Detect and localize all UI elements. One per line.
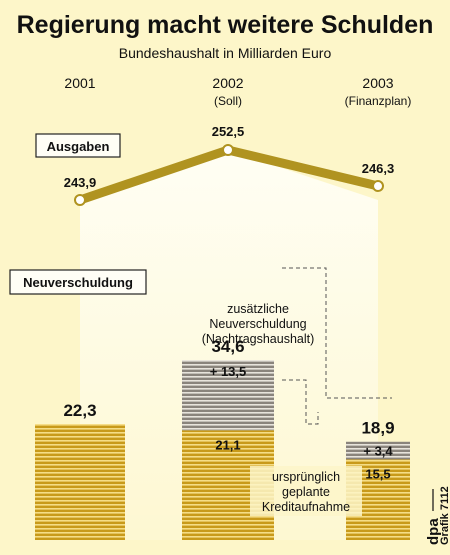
dpa-credit: dpa: [425, 489, 442, 545]
chart-title: Regierung macht weitere Schulden: [17, 11, 434, 39]
year-label-2001: 2001: [64, 75, 95, 91]
ausgaben-value-2003: 246,3: [362, 161, 395, 176]
bar-extra-2002: [182, 360, 274, 431]
ausgaben-label: Ausgaben: [47, 139, 110, 154]
dpa-logo-text: dpa: [425, 518, 442, 545]
year-label-2002: 2002: [212, 75, 243, 91]
ausgaben-point-2003: [372, 180, 384, 193]
annotation-geplant-line2: geplante: [282, 485, 330, 499]
bar-planned-label-2002: 21,1: [215, 437, 240, 452]
year-note-2003: (Finanzplan): [345, 94, 412, 108]
ausgaben-line-chart: 243,9 252,5 246,3: [64, 124, 395, 206]
annotation-geplant-line3: Kreditaufnahme: [262, 500, 350, 514]
ausgaben-point-2001: [74, 194, 86, 206]
bar-total-2002: 34,6: [211, 337, 244, 356]
annotation-zusatz-line1: zusätzliche: [227, 302, 289, 316]
bar-extra-label-2003: + 3,4: [363, 444, 393, 459]
bar-planned-label-2003: 15,5: [365, 466, 390, 481]
bar-extra-label-2002: + 13,5: [210, 364, 247, 379]
house-glow: [80, 150, 378, 540]
year-label-2003: 2003: [362, 75, 393, 91]
year-note-2002: (Soll): [214, 94, 242, 108]
bar-total-2003: 18,9: [361, 419, 394, 438]
ausgaben-value-2002: 252,5: [212, 124, 245, 139]
ausgaben-label-box: [35, 133, 121, 158]
bar-planned-2001: [35, 424, 125, 540]
grafik-number: Grafik 7112: [439, 486, 450, 545]
bar-total-2001: 22,3: [63, 401, 96, 420]
chart-subtitle: Bundeshaushalt in Milliarden Euro: [119, 45, 332, 61]
neuverschuldung-label-box: [9, 269, 147, 295]
annotation-zusatz-line3: (Nachtragshaushalt): [202, 332, 315, 346]
connector-zusatz: [282, 267, 392, 399]
neuverschuldung-label: Neuverschuldung: [23, 275, 133, 290]
bar-extra-2003: [346, 441, 410, 460]
annotation-geplant-backdrop: [250, 466, 362, 516]
ausgaben-value-2001: 243,9: [64, 175, 97, 190]
connector-zusatz-2: [282, 379, 319, 425]
annotation-geplant-line1: ursprünglich: [272, 470, 340, 484]
ausgaben-point-2002: [222, 144, 234, 156]
annotation-zusatz-line2: Neuverschuldung: [209, 317, 306, 331]
neuverschuldung-bar-chart: 22,3 34,6 21,1 + 13,5 18,9 15,5 + 3,4: [35, 337, 410, 540]
